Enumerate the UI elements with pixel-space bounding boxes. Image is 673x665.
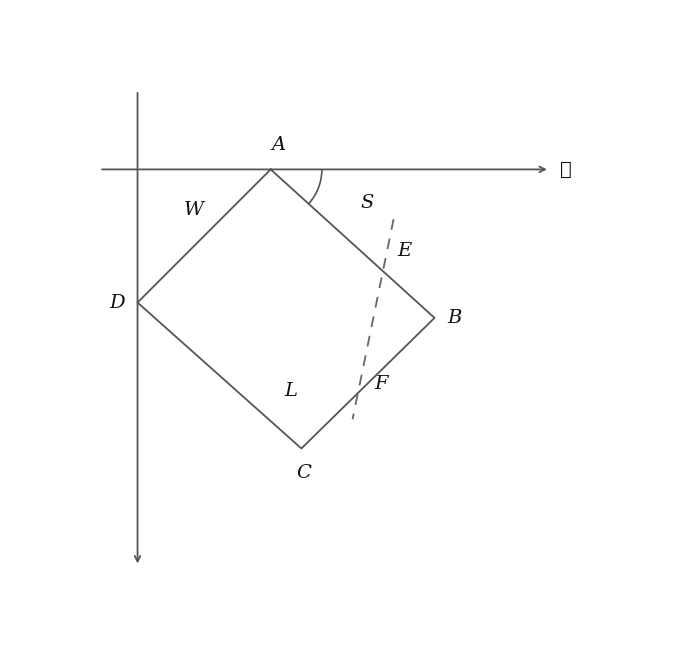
Text: L: L [285,382,297,400]
Text: E: E [398,242,412,260]
Text: D: D [109,293,125,311]
Text: C: C [297,464,312,482]
Text: A: A [271,136,285,154]
Text: 东: 东 [560,160,572,179]
Text: F: F [374,375,388,393]
Text: B: B [448,309,462,327]
Text: W: W [184,201,204,219]
Text: S: S [360,194,374,212]
